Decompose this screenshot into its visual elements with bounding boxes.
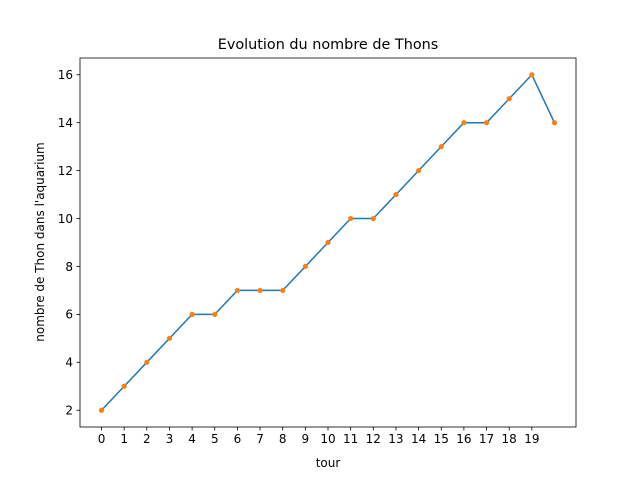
- x-tick-label-4: 4: [188, 432, 196, 446]
- x-tick-label-1: 1: [120, 432, 128, 446]
- x-tick-label-19: 19: [524, 432, 539, 446]
- y-tick-label-2: 2: [65, 404, 73, 418]
- data-point-12: [370, 215, 376, 222]
- y-tick-label-16: 16: [58, 68, 73, 82]
- y-tick-label-4: 4: [65, 356, 73, 370]
- x-tick-label-10: 10: [320, 432, 335, 446]
- y-tick-label-8: 8: [65, 260, 73, 274]
- data-point-7: [257, 287, 263, 294]
- x-tick-label-3: 3: [166, 432, 174, 446]
- data-point-0: [98, 407, 105, 413]
- data-point-3: [166, 335, 173, 341]
- chart-title: Evolution du nombre de Thons: [218, 37, 439, 53]
- data-point-14: [415, 168, 422, 174]
- x-tick-label-0: 0: [98, 432, 106, 446]
- x-tick-label-13: 13: [388, 432, 403, 446]
- data-point-1: [121, 383, 127, 389]
- data-point-13: [393, 191, 399, 198]
- y-tick-label-12: 12: [58, 164, 73, 178]
- data-point-2: [144, 359, 150, 365]
- data-point-8: [280, 287, 286, 294]
- x-tick-label-9: 9: [302, 432, 310, 446]
- x-tick-label-11: 11: [343, 432, 358, 446]
- data-point-4: [189, 311, 195, 317]
- x-axis-label: tour: [316, 456, 341, 470]
- data-point-18: [506, 96, 512, 102]
- data-point-10: [325, 239, 331, 246]
- data-point-5: [212, 311, 218, 317]
- data-point-9: [302, 263, 308, 270]
- data-point-20: [551, 120, 558, 126]
- x-tick-label-5: 5: [211, 432, 219, 446]
- x-tick-label-7: 7: [256, 432, 264, 446]
- y-axis-label: nombre de Thon dans l'aquarium: [33, 142, 47, 341]
- x-tick-label-8: 8: [279, 432, 287, 446]
- y-tick-label-6: 6: [65, 308, 73, 322]
- data-point-6: [234, 287, 241, 294]
- x-tick-label-15: 15: [434, 432, 449, 446]
- data-point-16: [461, 120, 467, 126]
- data-point-17: [483, 120, 490, 126]
- y-tick-label-14: 14: [58, 116, 73, 130]
- x-tick-label-18: 18: [502, 432, 517, 446]
- data-point-15: [438, 144, 444, 150]
- data-point-11: [348, 215, 354, 222]
- plot-area: 0 1 2 3 4 5 6 7 8 9 10 11 12 13 14 15 16 17 18 192468101214…: [58, 57, 577, 446]
- data-point-19: [529, 72, 535, 78]
- x-tick-label-2: 2: [143, 432, 151, 446]
- x-tick-label-14: 14: [411, 432, 426, 446]
- y-tick-label-10: 10: [58, 212, 73, 226]
- x-tick-label-12: 12: [366, 432, 381, 446]
- x-tick-label-16: 16: [456, 432, 471, 446]
- x-tick-label-6: 6: [234, 432, 242, 446]
- x-tick-label-17: 17: [479, 432, 494, 446]
